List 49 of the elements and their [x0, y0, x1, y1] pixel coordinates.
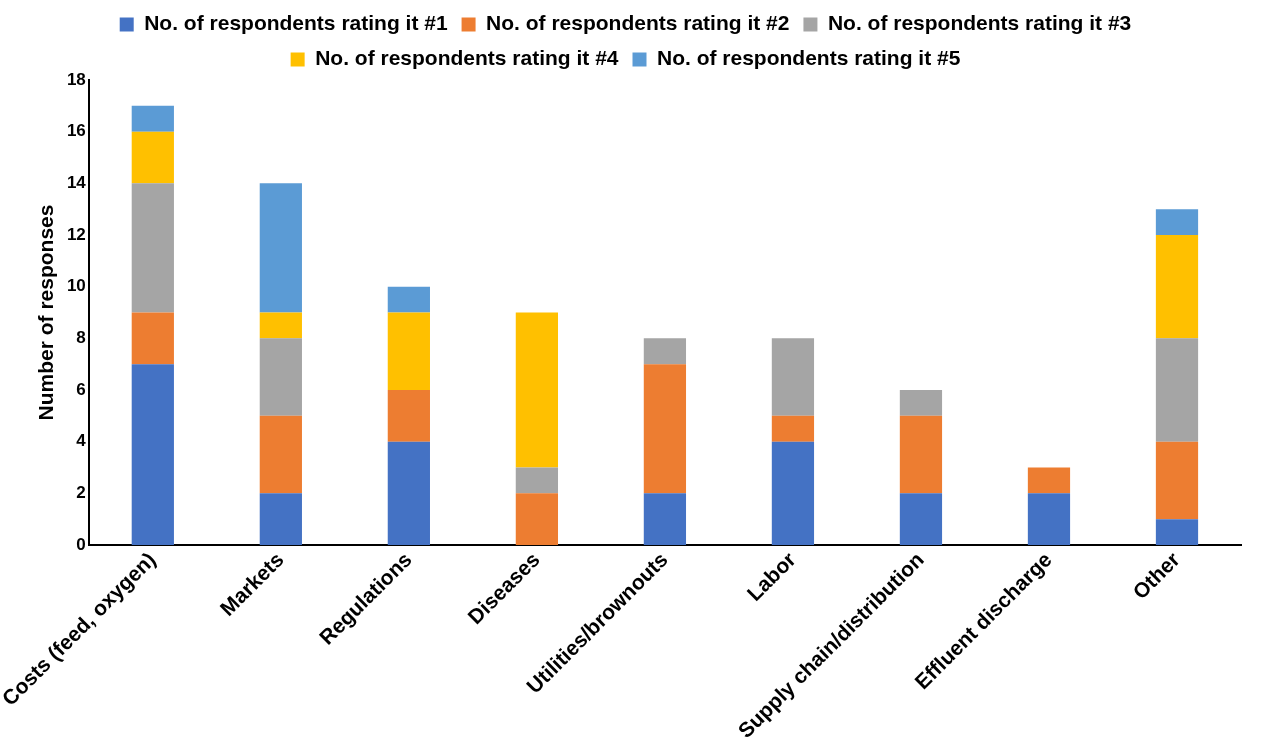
bar — [387, 286, 430, 313]
bar — [771, 441, 815, 545]
bar — [1155, 235, 1199, 339]
bar — [1027, 493, 1071, 545]
y-tick-label: 6 — [76, 379, 86, 399]
bar — [131, 312, 174, 365]
bar — [899, 415, 943, 494]
bar — [515, 493, 559, 545]
bar — [259, 183, 302, 313]
bar — [515, 467, 559, 494]
y-tick-label: 8 — [76, 328, 86, 348]
bar — [515, 312, 559, 468]
bar — [387, 389, 430, 442]
bar — [1155, 209, 1199, 235]
y-tick-label: 16 — [66, 121, 86, 141]
bar — [131, 131, 174, 184]
bar — [771, 338, 815, 416]
bar — [643, 338, 687, 365]
bar — [131, 183, 174, 313]
y-tick-label: 12 — [66, 224, 86, 244]
bar — [1027, 467, 1071, 494]
bar — [259, 338, 302, 416]
bar — [643, 364, 687, 494]
legend-label: No. of respondents rating it #3 — [827, 11, 1132, 35]
legend-label: No. of respondents rating it #2 — [486, 11, 790, 35]
legend-label: No. of respondents rating it #1 — [144, 11, 448, 35]
bar — [1155, 338, 1199, 442]
y-tick-label: 4 — [76, 431, 87, 451]
bar — [1155, 519, 1199, 545]
legend-label: No. of respondents rating it #5 — [657, 46, 961, 70]
bar — [259, 493, 302, 545]
bar — [259, 312, 302, 339]
bar — [387, 312, 430, 390]
y-tick-label: 10 — [66, 276, 86, 296]
bar — [643, 493, 687, 545]
bar — [131, 105, 174, 132]
bar — [899, 493, 943, 545]
bar — [131, 364, 174, 545]
bar — [771, 415, 815, 442]
bar — [259, 415, 302, 494]
bar — [387, 441, 430, 545]
legend-label: No. of respondents rating it #4 — [315, 46, 619, 70]
y-tick-label: 2 — [76, 483, 86, 503]
y-axis-title: Number of responses — [34, 204, 58, 421]
bar — [899, 389, 943, 416]
y-tick-label: 0 — [76, 534, 86, 554]
bar — [1155, 441, 1199, 520]
y-tick-label: 18 — [66, 69, 86, 89]
y-tick-label: 14 — [66, 173, 87, 193]
